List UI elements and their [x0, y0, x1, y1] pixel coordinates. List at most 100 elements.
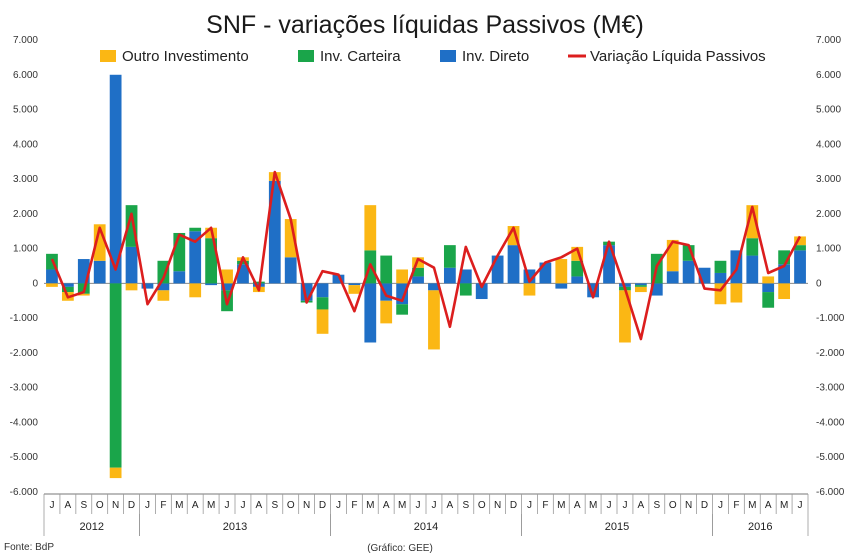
- y-tick-left: -2.000: [10, 348, 39, 359]
- bar-segment: [714, 283, 727, 305]
- y-tick-right: -1.000: [816, 313, 845, 324]
- month-label: O: [96, 500, 104, 511]
- bar-segment: [459, 283, 472, 296]
- month-label: M: [748, 500, 756, 511]
- legend-label: Outro Investimento: [122, 48, 249, 65]
- bar-segment: [157, 260, 170, 284]
- bar-segment: [221, 283, 233, 291]
- month-label: F: [542, 500, 548, 511]
- legend-label: Inv. Carteira: [320, 48, 401, 65]
- y-tick-right: 1.000: [816, 244, 841, 255]
- bar-segment: [587, 283, 600, 298]
- bar-segment: [189, 227, 202, 232]
- bar-segment: [539, 262, 552, 284]
- month-label: O: [478, 500, 486, 511]
- month-label: J: [240, 500, 245, 511]
- bar-segment: [666, 239, 679, 272]
- bar-segment: [93, 224, 106, 261]
- bar-segment: [348, 285, 361, 294]
- month-label: A: [256, 500, 263, 511]
- month-label: D: [128, 500, 135, 511]
- bar-segment: [380, 300, 393, 324]
- bar-segment: [109, 74, 122, 284]
- year-label: 2014: [414, 521, 438, 533]
- y-tick-left: 4.000: [13, 139, 38, 150]
- y-tick-left: 3.000: [13, 174, 38, 185]
- bar-segment: [364, 283, 377, 343]
- bar-segment: [125, 283, 138, 291]
- y-tick-right: -6.000: [816, 487, 845, 498]
- bar-segment: [571, 246, 584, 261]
- year-label: 2013: [223, 521, 247, 533]
- month-label: S: [271, 500, 278, 511]
- month-label: J: [49, 500, 54, 511]
- y-tick-right: -3.000: [816, 383, 845, 394]
- bar-segment: [412, 267, 424, 277]
- y-tick-left: 1.000: [13, 244, 38, 255]
- bar-segment: [698, 267, 711, 284]
- month-label: N: [112, 500, 119, 511]
- y-tick-left: -6.000: [10, 487, 39, 498]
- y-tick-right: 7.000: [816, 35, 841, 46]
- y-tick-right: -4.000: [816, 417, 845, 428]
- bar-segment: [762, 292, 775, 308]
- month-label: A: [765, 500, 772, 511]
- bar-segment: [396, 304, 409, 315]
- bar-segment: [794, 250, 806, 284]
- month-label: N: [494, 500, 501, 511]
- month-label: M: [175, 500, 183, 511]
- source-note: Fonte: BdP: [4, 542, 54, 553]
- bar-segment: [316, 297, 329, 310]
- bar-segment: [428, 290, 440, 350]
- month-label: M: [398, 500, 406, 511]
- bar-segment: [300, 283, 313, 301]
- bar-segment: [380, 283, 393, 301]
- year-label: 2016: [748, 521, 772, 533]
- y-tick-right: -2.000: [816, 348, 845, 359]
- y-tick-left: 6.000: [13, 70, 38, 81]
- bar-segment: [459, 269, 472, 284]
- bar-segment: [475, 283, 488, 300]
- bar-segment: [730, 283, 743, 303]
- bar-segment: [61, 283, 74, 287]
- bar-segment: [794, 245, 806, 251]
- month-label: A: [447, 500, 454, 511]
- y-tick-left: 0: [32, 278, 38, 289]
- bar-segment: [77, 293, 90, 296]
- bar-segment: [682, 245, 695, 261]
- bar-segment: [443, 267, 456, 284]
- month-label: A: [383, 500, 390, 511]
- month-label: A: [192, 500, 199, 511]
- bar-segment: [332, 274, 345, 284]
- bar-segment: [284, 219, 297, 258]
- bar-segment: [714, 260, 727, 273]
- bar-segment: [380, 255, 393, 284]
- bar-segment: [125, 205, 138, 247]
- month-label: J: [145, 500, 150, 511]
- bar-segment: [141, 283, 154, 289]
- bar-segment: [523, 269, 536, 284]
- y-tick-right: 5.000: [816, 105, 841, 116]
- bar-segment: [666, 271, 679, 284]
- chart-title: SNF - variações líquidas Passivos (M€): [206, 11, 644, 39]
- month-label: J: [798, 500, 803, 511]
- month-label: M: [557, 500, 565, 511]
- y-tick-right: 3.000: [816, 174, 841, 185]
- bar-segment: [428, 283, 440, 291]
- bar-segment: [109, 467, 122, 479]
- bar-segment: [650, 283, 663, 296]
- bar-segment: [316, 309, 329, 334]
- bar-segment: [157, 283, 170, 291]
- bar-segment: [348, 283, 361, 286]
- y-tick-left: -3.000: [10, 383, 39, 394]
- legend-swatch: [100, 50, 116, 62]
- bar-segment: [237, 260, 249, 265]
- month-label: D: [319, 500, 326, 511]
- bars-layer: [46, 74, 806, 479]
- bar-segment: [109, 283, 122, 468]
- bar-segment: [619, 290, 631, 343]
- y-tick-left: 5.000: [13, 105, 38, 116]
- legend-swatch: [298, 50, 314, 62]
